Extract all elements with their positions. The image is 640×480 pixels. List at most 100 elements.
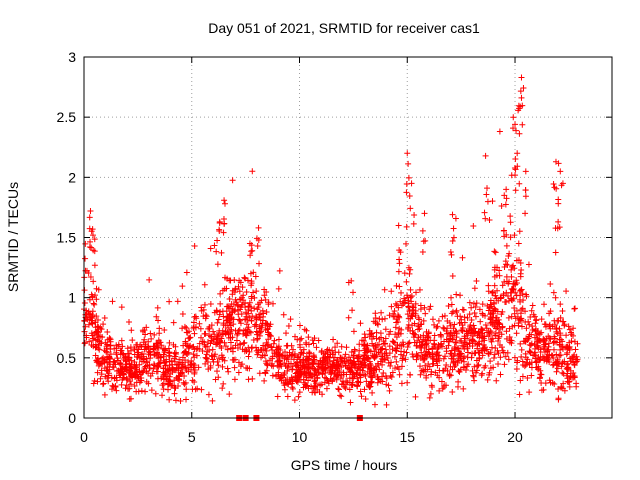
data-point [322, 370, 329, 377]
data-point [472, 313, 479, 320]
data-point [442, 353, 449, 360]
data-point [412, 307, 419, 314]
data-point [261, 292, 268, 299]
data-point [346, 386, 353, 393]
x-tick-label: 15 [399, 429, 415, 445]
data-point [479, 370, 486, 377]
data-point [87, 273, 94, 280]
data-point [344, 379, 351, 386]
data-point [183, 386, 190, 393]
y-tick-label: 1.5 [57, 230, 77, 246]
data-point [207, 340, 214, 347]
data-point [129, 370, 136, 377]
data-point [550, 354, 557, 361]
data-point [139, 350, 146, 357]
data-point [513, 330, 520, 337]
data-point [220, 354, 227, 361]
data-point [81, 340, 88, 347]
data-point [179, 363, 186, 370]
data-point [147, 330, 154, 337]
data-point [443, 361, 450, 368]
data-point [361, 371, 368, 378]
data-point [147, 355, 154, 362]
y-tick-label: 2.5 [57, 109, 77, 125]
data-point [229, 291, 236, 298]
data-point [501, 264, 508, 271]
data-point [407, 266, 414, 273]
data-point [431, 321, 438, 328]
data-point [151, 362, 158, 369]
data-point [91, 236, 98, 243]
data-point [127, 381, 134, 388]
data-point [345, 365, 352, 372]
data-point [215, 374, 222, 381]
data-point [493, 377, 500, 384]
data-point [559, 338, 566, 345]
data-point [435, 344, 442, 351]
data-point [268, 343, 275, 350]
data-point [145, 370, 152, 377]
data-point [448, 301, 455, 308]
data-point [112, 361, 119, 368]
data-point [226, 391, 233, 398]
data-point [522, 318, 529, 325]
data-point [566, 345, 573, 352]
data-point [285, 364, 292, 371]
data-point [196, 320, 203, 327]
data-point [115, 341, 122, 348]
data-point [501, 361, 508, 368]
data-point [198, 334, 205, 341]
data-point [239, 361, 246, 368]
data-point [386, 343, 393, 350]
data-point [166, 377, 173, 384]
data-point [552, 294, 559, 301]
data-point [300, 357, 307, 364]
data-point [554, 358, 561, 365]
data-point [260, 313, 267, 320]
data-point [113, 368, 120, 375]
data-point [91, 262, 98, 269]
data-point [82, 255, 89, 262]
data-point [486, 331, 493, 338]
data-point [455, 378, 462, 385]
data-point [517, 259, 524, 266]
data-point [261, 377, 268, 384]
data-point [386, 350, 393, 357]
data-point [313, 344, 320, 351]
data-point [252, 344, 259, 351]
data-point [445, 302, 452, 309]
data-point [358, 393, 365, 400]
data-point [422, 310, 429, 317]
data-point [529, 323, 536, 330]
data-point [333, 357, 340, 364]
data-point [555, 218, 562, 225]
data-point [522, 168, 529, 175]
data-point [505, 297, 512, 304]
data-point [86, 214, 93, 221]
data-point [141, 327, 148, 334]
data-point [448, 294, 455, 301]
data-point [285, 322, 292, 329]
data-point [406, 270, 413, 277]
data-point [462, 367, 469, 374]
data-point [510, 114, 517, 121]
data-point [524, 375, 531, 382]
data-point [239, 284, 246, 291]
data-point [389, 369, 396, 376]
data-point [496, 272, 503, 279]
data-point [367, 331, 374, 338]
data-point [249, 168, 256, 175]
data-point [567, 329, 574, 336]
data-point [420, 368, 427, 375]
data-point [235, 303, 242, 310]
data-point [157, 339, 164, 346]
data-point [382, 335, 389, 342]
data-point [166, 339, 173, 346]
data-point [434, 362, 441, 369]
data-point [177, 397, 184, 404]
data-point [386, 331, 393, 338]
data-point [262, 345, 269, 352]
data-point [571, 305, 578, 312]
data-point [91, 331, 98, 338]
data-point [428, 382, 435, 389]
